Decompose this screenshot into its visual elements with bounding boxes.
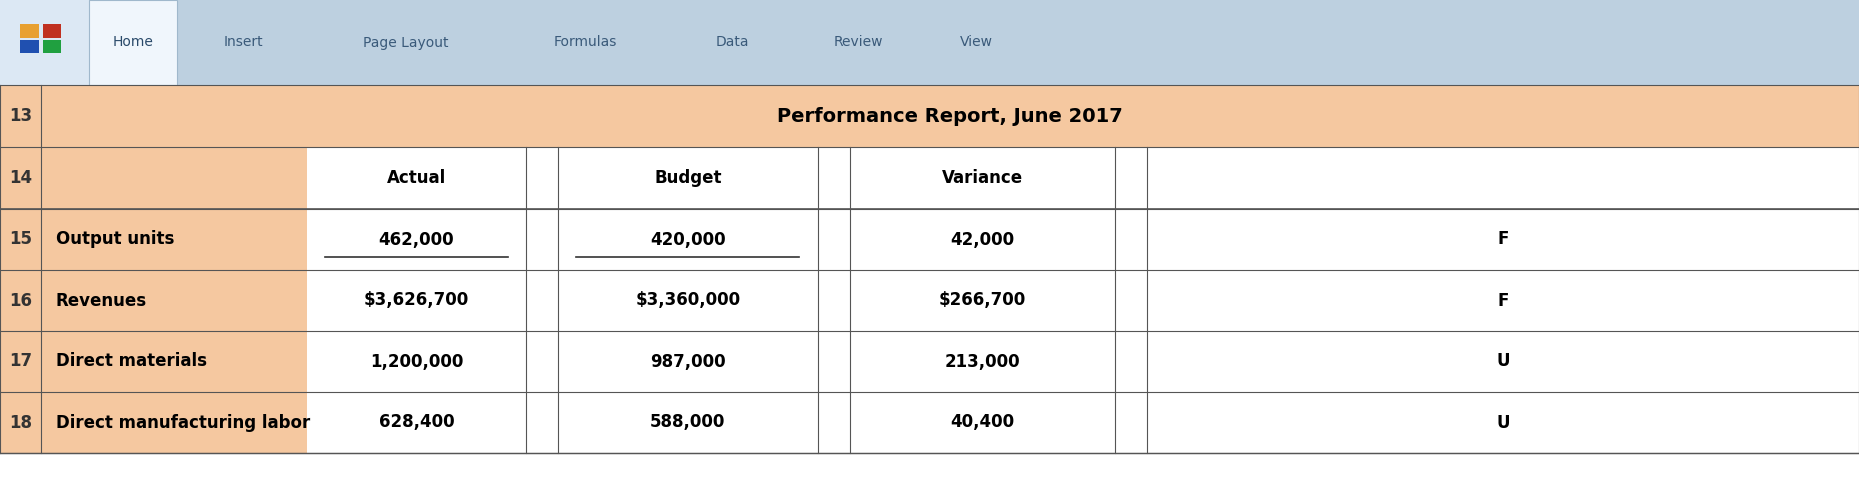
Bar [41,270,307,331]
Bar [43,40,61,54]
Text: 16: 16 [9,291,32,309]
Text: 588,000: 588,000 [651,413,725,431]
Text: Actual: Actual [387,169,446,187]
Text: Data: Data [716,35,749,50]
Bar [0,209,41,270]
Bar [0,0,1859,85]
Text: Variance: Variance [943,169,1022,187]
Text: Formulas: Formulas [554,35,617,50]
Text: 213,000: 213,000 [944,352,1021,370]
Bar [89,0,177,85]
Text: 17: 17 [9,352,32,370]
Text: Output units: Output units [56,230,175,248]
Text: Performance Report, June 2017: Performance Report, June 2017 [777,106,1123,125]
Bar [307,392,1859,453]
Text: Home: Home [113,35,152,50]
Bar [41,209,307,270]
Text: 462,000: 462,000 [379,230,454,248]
Text: Insert: Insert [223,35,264,50]
Bar [307,270,1859,331]
Text: F: F [1496,230,1510,248]
Bar [41,85,1859,147]
Text: 18: 18 [9,413,32,431]
Text: F: F [1496,291,1510,309]
Text: 15: 15 [9,230,32,248]
Text: $3,626,700: $3,626,700 [364,291,468,309]
Bar [0,270,41,331]
Text: Direct manufacturing labor: Direct manufacturing labor [56,413,310,431]
Bar [307,147,1859,209]
Bar [41,392,307,453]
Text: Page Layout: Page Layout [363,35,448,50]
Bar [0,0,89,85]
Bar [307,209,1859,270]
Text: 420,000: 420,000 [651,230,725,248]
Text: 42,000: 42,000 [950,230,1015,248]
Text: Direct materials: Direct materials [56,352,206,370]
Bar [20,40,39,54]
Text: Budget: Budget [654,169,721,187]
Bar [20,24,39,37]
Text: 628,400: 628,400 [379,413,454,431]
Text: Revenues: Revenues [56,291,147,309]
Text: 13: 13 [9,107,32,125]
Bar [43,24,61,37]
Bar [307,331,1859,392]
Text: 40,400: 40,400 [950,413,1015,431]
Text: $266,700: $266,700 [939,291,1026,309]
Text: 987,000: 987,000 [651,352,725,370]
Text: 1,200,000: 1,200,000 [370,352,463,370]
Text: Review: Review [835,35,883,50]
Text: View: View [959,35,993,50]
Bar [0,147,41,209]
Bar [41,147,307,209]
Bar [0,85,41,147]
Text: U: U [1496,413,1510,431]
Bar [0,392,41,453]
Bar [0,331,41,392]
Text: 14: 14 [9,169,32,187]
Bar [41,331,307,392]
Text: $3,360,000: $3,360,000 [636,291,740,309]
Text: U: U [1496,352,1510,370]
